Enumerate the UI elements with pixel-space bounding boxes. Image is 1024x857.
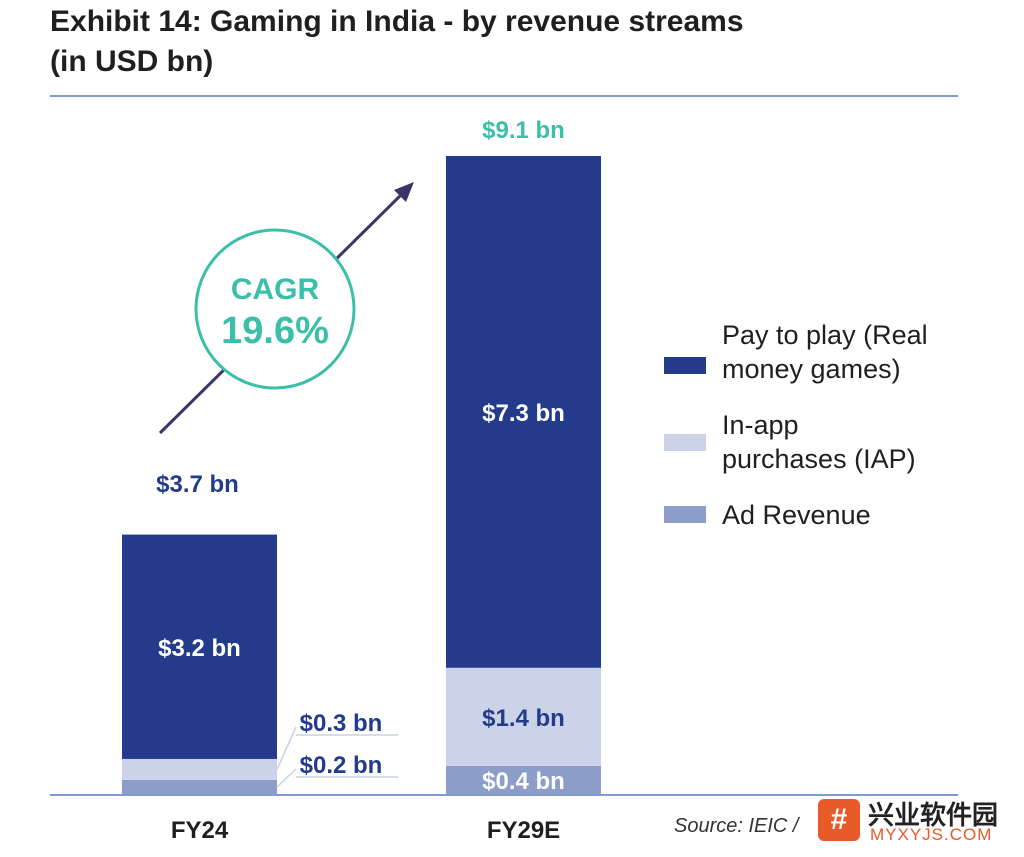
legend-label-ad-revenue: Ad Revenue	[722, 500, 871, 530]
legend-swatch-ad-revenue	[664, 506, 706, 523]
cagr-value: 19.6%	[221, 310, 329, 352]
data-label-fy24-ad-revenue: $0.2 bn	[300, 752, 383, 779]
bar-fy24-pay-to-play	[122, 534, 277, 759]
source-note: Source: IEIC /	[674, 815, 799, 837]
bar-fy29e-pay-to-play	[446, 156, 601, 668]
watermark-url: MYXYJS.COM	[870, 825, 993, 844]
data-label-fy24-ad-revenue-leader	[276, 768, 297, 788]
legend-label-iap-line-1: In-app	[722, 410, 799, 440]
legend-item-pay-to-play: Pay to play (Real money games)	[664, 318, 994, 386]
data-label-fy29e-iap: $1.4 bn	[482, 705, 565, 732]
data-label-fy29e-ad-revenue: $0.4 bn	[482, 768, 565, 795]
growth-arrow-head	[394, 182, 414, 202]
x-tick-fy29e: FY29E	[487, 817, 560, 844]
data-label-fy29e-pay-to-play: $7.3 bn	[482, 400, 565, 427]
total-label-fy29e: $9.1 bn	[482, 117, 565, 144]
title-divider	[50, 95, 958, 97]
data-label-fy24-iap-leader	[276, 726, 297, 770]
chart-title-line-1: Exhibit 14: Gaming in India - by revenue…	[50, 5, 744, 38]
bar-fy24-iap	[122, 758, 277, 780]
cagr-circle	[194, 228, 356, 390]
total-label-fy24: $3.7 bn	[156, 471, 239, 498]
data-label-fy24-iap: $0.3 bn	[300, 710, 383, 737]
cagr-label: CAGR	[231, 273, 320, 306]
data-label-fy24-pay-to-play: $3.2 bn	[158, 635, 241, 662]
legend-label-iap-line-2: purchases (IAP)	[722, 444, 916, 474]
chart-title: Exhibit 14: Gaming in India - by revenue…	[50, 2, 950, 82]
bar-fy29e-iap	[446, 667, 601, 766]
legend-item-iap: In-app purchases (IAP)	[664, 408, 994, 476]
watermark-logo: # 兴业软件园 MYXYJS.COM	[818, 795, 1018, 845]
legend: Pay to play (Real money games) In-app pu…	[664, 318, 994, 554]
bar-fy29e-ad-revenue	[446, 765, 601, 794]
chart-title-line-2: (in USD bn)	[50, 45, 214, 78]
legend-label-pay-to-play-line-1: Pay to play (Real	[722, 320, 928, 350]
x-tick-fy24: FY24	[171, 817, 229, 844]
legend-swatch-pay-to-play	[664, 357, 706, 374]
legend-item-ad-revenue: Ad Revenue	[664, 498, 994, 532]
legend-label-pay-to-play-line-2: money games)	[722, 354, 901, 384]
watermark-site-name: 兴业软件园	[868, 801, 999, 831]
watermark-badge-icon: #	[818, 799, 860, 841]
legend-swatch-iap	[664, 434, 706, 451]
bar-fy24-ad-revenue	[122, 779, 277, 794]
